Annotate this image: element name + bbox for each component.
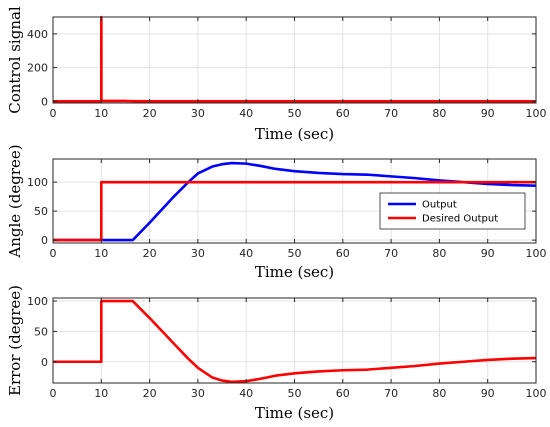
x-tick-label: 40 (239, 247, 253, 260)
legend-box (379, 192, 526, 230)
y-axis-label: Control signal (6, 6, 24, 114)
x-tick-label: 70 (384, 387, 398, 400)
y-tick-label: 0 (41, 356, 48, 369)
legend: Output Desired Output (379, 192, 526, 230)
x-tick-label: 100 (526, 247, 547, 260)
y-tick-label: 0 (41, 95, 48, 108)
x-axis-label: Time (sec) (255, 404, 334, 422)
y-tick-label: 0 (41, 234, 48, 247)
y-tick-label: 200 (27, 62, 48, 75)
x-tick-label: 50 (288, 387, 302, 400)
x-axis-label: Time (sec) (255, 263, 334, 281)
series-line-output (53, 161, 537, 242)
control-signal-panel: 0 10 20 30 40 50 60 70 80 90 100 0 200 400 Time (sec) C… (6, 6, 547, 143)
x-tick-label: 100 (526, 107, 547, 120)
x-tick-label: 90 (481, 107, 495, 120)
angle-panel: 0 10 20 30 40 50 60 70 80 90 100 0 50 100 Time (sec) An… (6, 144, 547, 281)
y-tick-label: 50 (34, 325, 48, 338)
x-tick-label: 90 (481, 387, 495, 400)
x-tick-label: 30 (191, 107, 205, 120)
x-tick-label: 0 (50, 247, 57, 260)
x-tick-label: 30 (191, 387, 205, 400)
x-tick-label: 50 (288, 247, 302, 260)
x-tick-label: 40 (239, 107, 253, 120)
x-tick-label: 100 (526, 387, 547, 400)
x-tick-label: 70 (384, 247, 398, 260)
y-axis-label: Error (degree) (6, 285, 24, 396)
x-tick-label: 80 (432, 107, 446, 120)
x-tick-label: 30 (191, 247, 205, 260)
x-tick-label: 40 (239, 387, 253, 400)
x-tick-label: 20 (143, 387, 157, 400)
y-tick-label: 400 (27, 28, 48, 41)
x-tick-label: 10 (94, 387, 108, 400)
x-tick-label: 0 (50, 107, 57, 120)
x-tick-label: 60 (336, 247, 350, 260)
x-axis-label: Time (sec) (255, 125, 334, 143)
x-tick-label: 80 (432, 247, 446, 260)
x-tick-label: 80 (432, 387, 446, 400)
x-tick-label: 70 (384, 107, 398, 120)
x-tick-label: 60 (336, 107, 350, 120)
x-tick-label: 0 (50, 387, 57, 400)
x-tick-label: 60 (336, 387, 350, 400)
x-tick-label: 90 (481, 247, 495, 260)
x-tick-label: 50 (288, 107, 302, 120)
series-line-desired-output (53, 180, 536, 242)
x-tick-label: 10 (94, 247, 108, 260)
y-axis-label: Angle (degree) (6, 144, 24, 258)
y-tick-label: 50 (34, 205, 48, 218)
series-line-1 (53, 299, 537, 384)
error-panel: 0 10 20 30 40 50 60 70 80 90 100 0 50 100 Time (sec) Er… (6, 285, 547, 422)
x-tick-label: 20 (143, 247, 157, 260)
y-tick-label: 100 (27, 176, 48, 189)
legend-label-output: Output (422, 200, 457, 211)
y-tick-label: 100 (27, 295, 48, 308)
x-tick-label: 10 (94, 107, 108, 120)
x-tick-label: 20 (143, 107, 157, 120)
legend-label-desired-output: Desired Output (422, 214, 498, 225)
